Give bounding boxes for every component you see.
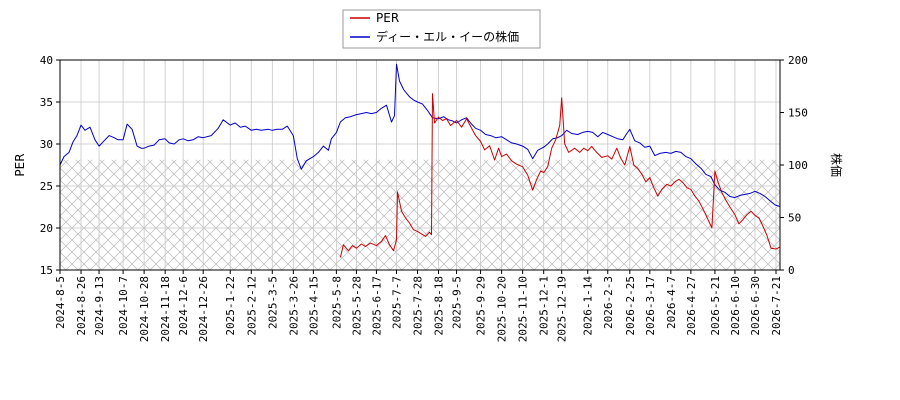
x-tick-label: 2025-1-22: [224, 276, 237, 336]
x-tick-label: 2026-2-25: [624, 276, 637, 336]
y-left-tick-label: 35: [40, 96, 53, 109]
x-tick-label: 2026-7-21: [770, 276, 783, 336]
x-tick-label: 2026-4-7: [665, 276, 678, 329]
x-tick-label: 2025-7-28: [411, 276, 424, 336]
x-tick-label: 2025-2-12: [245, 276, 258, 336]
x-tick-label: 2024-10-28: [138, 276, 151, 342]
x-tick-label: 2025-7-7: [390, 276, 403, 329]
y-left-tick-label: 15: [40, 264, 53, 277]
y-left-tick-label: 40: [40, 54, 53, 67]
y-axis-right-ticks: 0 50 100 150 200: [780, 54, 808, 277]
x-tick-label: 2025-4-15: [307, 276, 320, 336]
x-tick-label: 2024-12-6: [177, 276, 190, 336]
series-lines: [60, 63, 780, 258]
x-tick-label: 2024-8-26: [75, 276, 88, 336]
legend-label-stock-price: ディー・エル・イーの株価: [376, 29, 519, 44]
x-tick-label: 2024-12-26: [197, 276, 210, 342]
x-tick-label: 2026-5-21: [709, 276, 722, 336]
x-tick-label: 2025-12-1: [538, 276, 551, 336]
y-right-tick-label: 50: [788, 212, 801, 225]
y-axis-left-ticks: 15 20 25 30 35 40: [40, 54, 60, 277]
legend: PER ディー・エル・イーの株価: [342, 9, 541, 49]
x-tick-label: 2026-1-14: [582, 276, 595, 336]
x-tick-label: 2024-11-18: [159, 276, 172, 342]
y-right-tick-label: 200: [788, 54, 808, 67]
hatched-band: [60, 159, 780, 270]
x-tick-label: 2025-10-20: [496, 276, 509, 342]
y-left-tick-label: 20: [40, 222, 53, 235]
x-tick-label: 2025-3-5: [266, 276, 279, 329]
x-tick-label: 2026-6-30: [749, 276, 762, 336]
x-tick-label: 2025-9-29: [475, 276, 488, 336]
x-tick-label: 2025-12-19: [556, 276, 569, 342]
x-tick-label: 2025-5-8: [330, 276, 343, 329]
x-tick-label: 2025-11-10: [517, 276, 530, 342]
series-line-per: [339, 93, 780, 258]
x-tick-label: 2025-9-5: [451, 276, 464, 329]
x-tick-label: 2025-3-26: [287, 276, 300, 336]
legend-box: [342, 9, 541, 49]
x-tick-label: 2024-8-5: [54, 276, 67, 329]
x-tick-label: 2025-8-18: [433, 276, 446, 336]
y-right-tick-label: 100: [788, 159, 808, 172]
x-axis-ticks: 2024-8-5 2024-8-26 2024-9-13 2024-10-7 2024-…: [54, 270, 783, 342]
x-tick-label: 2024-9-13: [93, 276, 106, 336]
x-tick-label: 2025-5-28: [350, 276, 363, 336]
x-tick-label: 2026-3-17: [644, 276, 657, 336]
y-left-tick-label: 25: [40, 180, 53, 193]
x-tick-label: 2026-2-3: [602, 276, 615, 329]
y-left-tick-label: 30: [40, 138, 53, 151]
x-tick-label: 2026-6-10: [729, 276, 742, 336]
y-axis-right-label: 株価: [829, 153, 844, 177]
legend-label-per: PER: [376, 11, 399, 25]
y-right-tick-label: 0: [788, 264, 795, 277]
series-line-stock-price: [60, 63, 780, 208]
x-tick-label: 2024-10-7: [117, 276, 130, 336]
x-tick-label: 2025-6-17: [370, 276, 383, 336]
y-axis-left-label: PER: [13, 153, 27, 176]
y-right-tick-label: 150: [788, 107, 808, 120]
x-tick-label: 2026-4-27: [685, 276, 698, 336]
